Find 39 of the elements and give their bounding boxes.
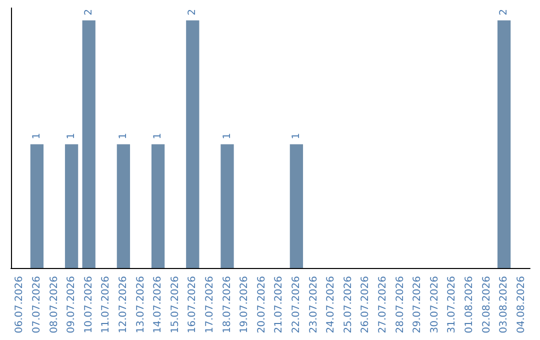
x-tick-label: 27.07.2026 xyxy=(377,276,388,334)
x-tick-label: 19.07.2026 xyxy=(239,276,250,334)
x-tick-label: 01.08.2026 xyxy=(464,276,475,334)
x-tick-label: 08.07.2026 xyxy=(48,276,60,334)
x-tick-label: 21.07.2026 xyxy=(274,276,285,334)
x-tick-label: 20.07.2026 xyxy=(256,276,268,334)
x-tick-label: 26.07.2026 xyxy=(360,276,372,334)
data-label: 1 xyxy=(152,132,164,140)
data-label: 1 xyxy=(222,132,233,140)
data-label: 1 xyxy=(66,132,78,140)
x-tick-label: 03.08.2026 xyxy=(498,276,510,334)
x-tick-label: 22.07.2026 xyxy=(290,276,302,334)
x-tick-label: 02.08.2026 xyxy=(481,276,492,334)
x-tick-label: 18.07.2026 xyxy=(222,276,233,334)
x-tick-label: 13.07.2026 xyxy=(135,276,146,334)
x-tick-label: 25.07.2026 xyxy=(342,276,354,334)
data-label: 1 xyxy=(31,132,42,140)
x-tick-label: 04.08.2026 xyxy=(516,276,527,334)
x-tick-label: 23.07.2026 xyxy=(308,276,320,334)
x-tick-label: 30.07.2026 xyxy=(429,276,440,334)
x-tick-label: 16.07.2026 xyxy=(187,276,198,334)
x-tick-label: 10.07.2026 xyxy=(83,276,94,334)
x-tick-label: 24.07.2026 xyxy=(326,276,337,334)
x-tick-label: 17.07.2026 xyxy=(204,276,216,334)
data-label: 1 xyxy=(118,132,129,140)
data-label: 2 xyxy=(187,9,198,16)
x-tick-label: 11.07.2026 xyxy=(100,276,112,334)
x-tick-label: 14.07.2026 xyxy=(152,276,164,334)
x-tick-label: 29.07.2026 xyxy=(412,276,424,334)
x-tick-label: 06.07.2026 xyxy=(14,276,26,334)
x-tick-label: 28.07.2026 xyxy=(394,276,406,334)
x-tick-label: 09.07.2026 xyxy=(66,276,78,334)
x-tick-label: 12.07.2026 xyxy=(118,276,129,334)
data-label: 2 xyxy=(498,9,510,16)
x-tick-label: 15.07.2026 xyxy=(170,276,181,334)
data-label: 2 xyxy=(83,9,94,16)
x-tick-label: 07.07.2026 xyxy=(31,276,42,334)
data-label: 1 xyxy=(290,132,302,140)
x-tick-label: 31.07.2026 xyxy=(446,276,458,334)
